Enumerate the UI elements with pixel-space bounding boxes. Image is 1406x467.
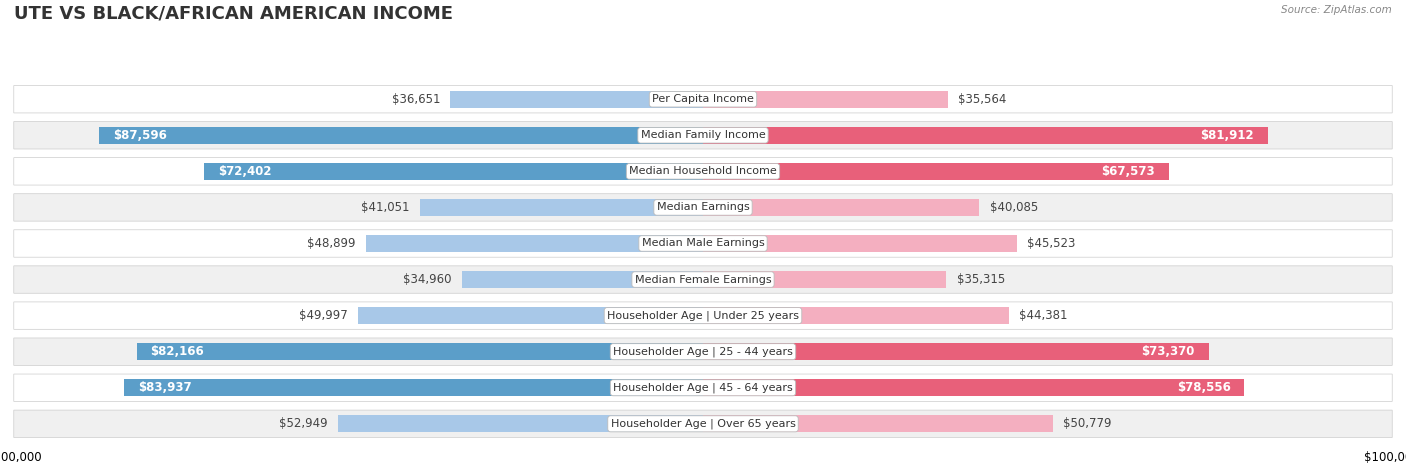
- Bar: [703, 163, 1168, 180]
- Bar: [366, 235, 703, 252]
- Text: $82,166: $82,166: [150, 345, 204, 358]
- FancyBboxPatch shape: [14, 302, 1392, 329]
- Bar: [703, 271, 946, 288]
- FancyBboxPatch shape: [14, 158, 1392, 185]
- Bar: [703, 235, 1017, 252]
- Bar: [703, 307, 1010, 324]
- Text: $78,556: $78,556: [1177, 381, 1230, 394]
- Text: Median Earnings: Median Earnings: [657, 202, 749, 212]
- Text: Median Male Earnings: Median Male Earnings: [641, 239, 765, 248]
- Bar: [100, 127, 703, 144]
- Bar: [420, 199, 703, 216]
- Text: $87,596: $87,596: [112, 129, 167, 142]
- Text: Median Household Income: Median Household Income: [628, 166, 778, 177]
- Text: Householder Age | Over 65 years: Householder Age | Over 65 years: [610, 418, 796, 429]
- FancyBboxPatch shape: [14, 266, 1392, 293]
- Bar: [359, 307, 703, 324]
- Text: $40,085: $40,085: [990, 201, 1038, 214]
- Text: $81,912: $81,912: [1201, 129, 1254, 142]
- Text: $34,960: $34,960: [404, 273, 451, 286]
- Text: Per Capita Income: Per Capita Income: [652, 94, 754, 104]
- Text: $67,573: $67,573: [1101, 165, 1154, 178]
- Text: Median Female Earnings: Median Female Earnings: [634, 275, 772, 284]
- Bar: [703, 91, 948, 108]
- Bar: [136, 343, 703, 361]
- Text: $41,051: $41,051: [361, 201, 409, 214]
- Text: $72,402: $72,402: [218, 165, 271, 178]
- Text: Householder Age | Under 25 years: Householder Age | Under 25 years: [607, 311, 799, 321]
- Bar: [703, 379, 1244, 396]
- Bar: [463, 271, 703, 288]
- Bar: [125, 379, 703, 396]
- FancyBboxPatch shape: [14, 121, 1392, 149]
- Text: UTE VS BLACK/AFRICAN AMERICAN INCOME: UTE VS BLACK/AFRICAN AMERICAN INCOME: [14, 5, 453, 23]
- Bar: [703, 127, 1268, 144]
- Bar: [703, 199, 979, 216]
- Text: $35,564: $35,564: [959, 93, 1007, 106]
- Text: Source: ZipAtlas.com: Source: ZipAtlas.com: [1281, 5, 1392, 14]
- FancyBboxPatch shape: [14, 338, 1392, 365]
- Bar: [703, 343, 1209, 361]
- FancyBboxPatch shape: [14, 410, 1392, 438]
- Text: Median Family Income: Median Family Income: [641, 130, 765, 140]
- Text: $45,523: $45,523: [1028, 237, 1076, 250]
- FancyBboxPatch shape: [14, 374, 1392, 402]
- Bar: [337, 415, 703, 432]
- Bar: [204, 163, 703, 180]
- Text: $48,899: $48,899: [307, 237, 356, 250]
- Text: $35,315: $35,315: [956, 273, 1005, 286]
- FancyBboxPatch shape: [14, 230, 1392, 257]
- Text: $50,779: $50,779: [1063, 417, 1112, 430]
- Text: Householder Age | 45 - 64 years: Householder Age | 45 - 64 years: [613, 382, 793, 393]
- FancyBboxPatch shape: [14, 194, 1392, 221]
- Text: $36,651: $36,651: [391, 93, 440, 106]
- Text: $83,937: $83,937: [138, 381, 191, 394]
- Legend: Ute, Black/African American: Ute, Black/African American: [585, 466, 821, 467]
- Text: $73,370: $73,370: [1142, 345, 1195, 358]
- Bar: [703, 415, 1053, 432]
- Text: $44,381: $44,381: [1019, 309, 1067, 322]
- Text: $52,949: $52,949: [280, 417, 328, 430]
- Text: $49,997: $49,997: [299, 309, 349, 322]
- FancyBboxPatch shape: [14, 85, 1392, 113]
- Bar: [450, 91, 703, 108]
- Text: Householder Age | 25 - 44 years: Householder Age | 25 - 44 years: [613, 347, 793, 357]
